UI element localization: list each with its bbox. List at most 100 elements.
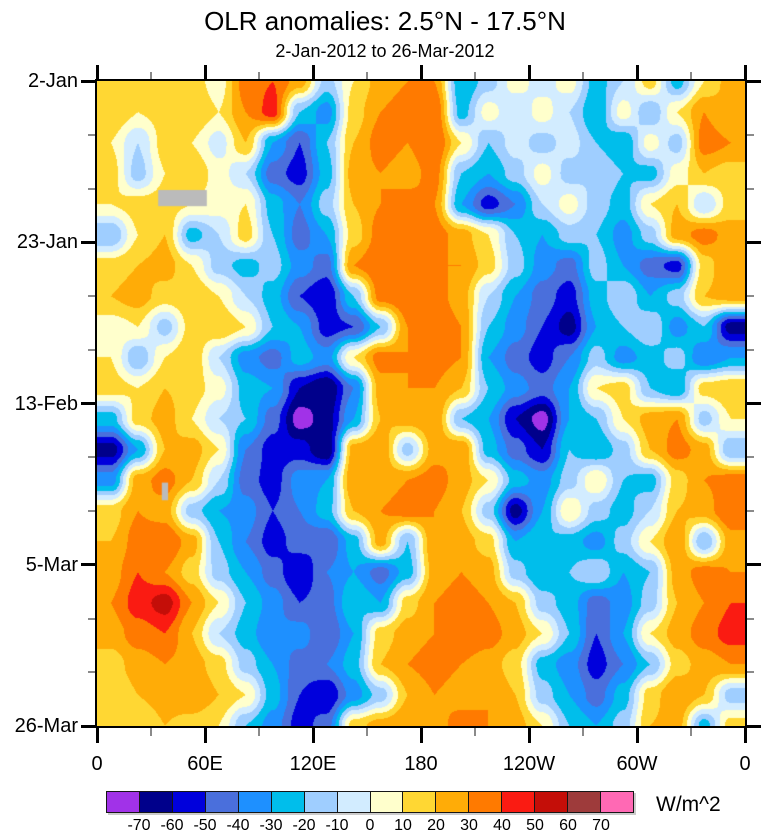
colorbar-tick-label: -70 (127, 817, 151, 830)
plot-area (95, 79, 747, 728)
y-major-tick-left (81, 79, 95, 83)
x-minor-tick-bottom (258, 728, 260, 736)
x-minor-tick-top (690, 72, 692, 79)
x-minor-tick-top (582, 72, 584, 79)
figure-title: OLR anomalies: 2.5°N - 17.5°N (204, 6, 566, 36)
x-major-tick-top (743, 65, 747, 79)
y-tick-label: 5-Mar (25, 553, 78, 576)
y-minor-tick-right (747, 617, 754, 620)
x-minor-tick-top (150, 72, 152, 79)
colorbar-cell (270, 791, 305, 813)
colorbar-cell (468, 791, 503, 813)
y-major-tick-right (747, 563, 761, 567)
colorbar-tick-label: 70 (592, 817, 610, 830)
y-minor-tick-right (747, 456, 754, 459)
colorbar-tick-label: -20 (292, 817, 316, 830)
colorbar-cell (567, 791, 602, 813)
x-tick-label: 120W (502, 753, 556, 775)
x-major-tick-bottom (635, 728, 639, 743)
y-minor-tick-right (747, 510, 754, 512)
x-major-tick-top (95, 65, 99, 79)
colorbar-tick-label: 60 (559, 817, 577, 830)
y-minor-tick-right (747, 348, 754, 351)
x-major-tick-bottom (311, 728, 315, 743)
x-minor-tick-bottom (366, 728, 368, 736)
x-major-tick-bottom (527, 728, 531, 743)
x-major-tick-bottom (419, 728, 423, 743)
colorbar-tick-label: -60 (160, 817, 184, 830)
colorbar-cell (106, 791, 140, 813)
y-minor-tick-left (88, 133, 95, 136)
colorbar-tick-label: 10 (394, 817, 412, 830)
x-major-tick-bottom (95, 728, 99, 743)
colorbar-cell (237, 791, 272, 813)
colorbar-cell (435, 791, 470, 813)
x-minor-tick-bottom (582, 728, 584, 736)
colorbar-cell (171, 791, 206, 813)
x-minor-tick-bottom (690, 728, 692, 736)
figure-subtitle: 2-Jan-2012 to 26-Mar-2012 (275, 41, 495, 61)
colorbar (106, 791, 634, 813)
colorbar-cell (501, 791, 536, 813)
colorbar-cell (534, 791, 569, 813)
colorbar-cell (336, 791, 371, 813)
x-tick-label: 0 (91, 753, 103, 775)
colorbar-tick-label: 40 (493, 817, 511, 830)
y-minor-tick-left (88, 348, 95, 351)
x-minor-tick-top (366, 72, 368, 79)
x-major-tick-bottom (743, 728, 747, 743)
colorbar-tick-label: -50 (193, 817, 217, 830)
y-major-tick-left (81, 724, 95, 728)
y-tick-label: 23-Jan (16, 231, 78, 254)
colorbar-tick-label: -30 (259, 817, 283, 830)
x-major-tick-top (203, 65, 207, 79)
x-major-tick-bottom (203, 728, 207, 743)
x-major-tick-top (419, 65, 423, 79)
colorbar-cell (303, 791, 338, 813)
heatmap-canvas (97, 81, 745, 726)
y-minor-tick-left (88, 187, 95, 190)
y-tick-label: 13-Feb (14, 392, 78, 415)
x-tick-label: 180 (404, 753, 438, 775)
colorbar-cell (204, 791, 239, 813)
y-minor-tick-left (88, 456, 95, 459)
y-tick-label: 26-Mar (14, 715, 78, 737)
y-major-tick-left (81, 402, 95, 405)
colorbar-tick-label: -40 (226, 817, 250, 830)
x-major-tick-top (311, 65, 315, 79)
colorbar-tick-label: -10 (325, 817, 349, 830)
x-minor-tick-bottom (474, 728, 476, 736)
x-tick-label: 60W (616, 753, 658, 775)
y-major-tick-right (747, 240, 761, 244)
x-minor-tick-bottom (150, 728, 152, 736)
y-minor-tick-right (747, 133, 754, 136)
colorbar-tick-label: 20 (427, 817, 445, 830)
y-major-tick-left (81, 240, 95, 244)
x-major-tick-top (635, 65, 639, 79)
x-tick-label: 0 (739, 753, 751, 775)
x-major-tick-top (527, 65, 531, 79)
x-tick-label: 120E (289, 753, 337, 775)
y-minor-tick-left (88, 510, 95, 512)
colorbar-cell (138, 791, 173, 813)
y-minor-tick-left (88, 671, 95, 674)
y-minor-tick-left (88, 617, 95, 620)
colorbar-tick-label: 50 (526, 817, 544, 830)
y-minor-tick-right (747, 295, 754, 297)
y-minor-tick-right (747, 671, 754, 674)
colorbar-tick-label: 30 (460, 817, 478, 830)
colorbar-cell (369, 791, 404, 813)
y-major-tick-right (747, 724, 761, 728)
colorbar-cell (402, 791, 437, 813)
x-minor-tick-top (474, 72, 476, 79)
x-minor-tick-top (258, 72, 260, 79)
x-tick-label: 60E (187, 753, 223, 775)
colorbar-cell (600, 791, 634, 813)
colorbar-units-label: W/m^2 (656, 793, 721, 816)
y-minor-tick-right (747, 187, 754, 190)
y-tick-label: 2-Jan (27, 70, 78, 92)
y-minor-tick-left (88, 295, 95, 297)
colorbar-tick-label: 0 (365, 817, 375, 830)
y-major-tick-left (81, 563, 95, 567)
